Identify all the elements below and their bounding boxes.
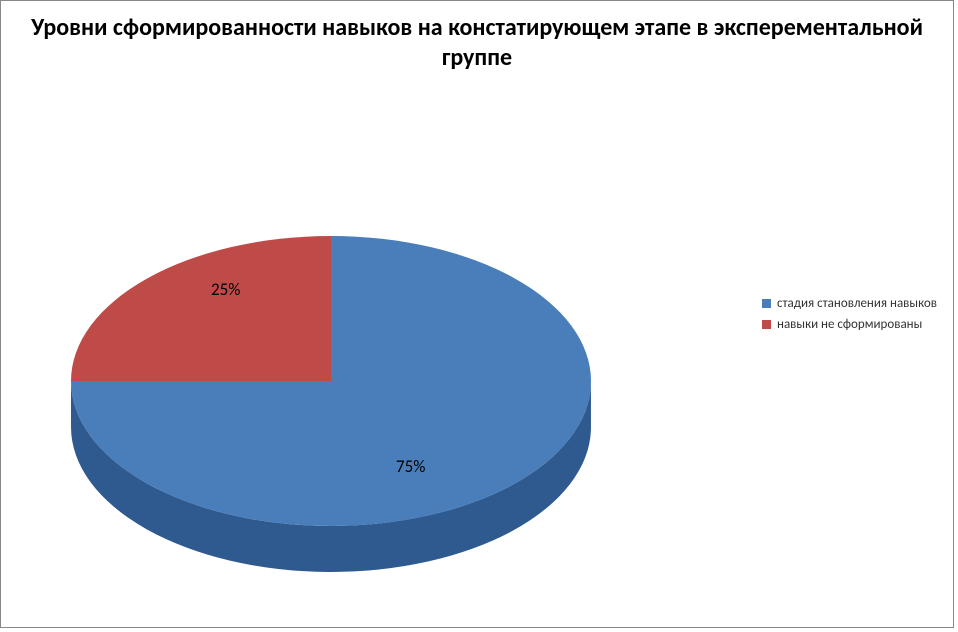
legend-label-0: стадия становления навыков bbox=[777, 296, 937, 311]
legend: стадия становления навыков навыки не сфо… bbox=[762, 290, 937, 338]
chart-frame: Уровни сформированности навыков на конст… bbox=[0, 0, 954, 628]
legend-item-0: стадия становления навыков bbox=[762, 296, 937, 311]
legend-item-1: навыки не сформированы bbox=[762, 317, 937, 332]
slice-label-0: 25% bbox=[211, 279, 240, 300]
legend-swatch-0 bbox=[762, 299, 771, 308]
slice-label-1: 75% bbox=[396, 456, 425, 477]
legend-swatch-1 bbox=[762, 320, 771, 329]
legend-label-1: навыки не сформированы bbox=[777, 317, 922, 332]
